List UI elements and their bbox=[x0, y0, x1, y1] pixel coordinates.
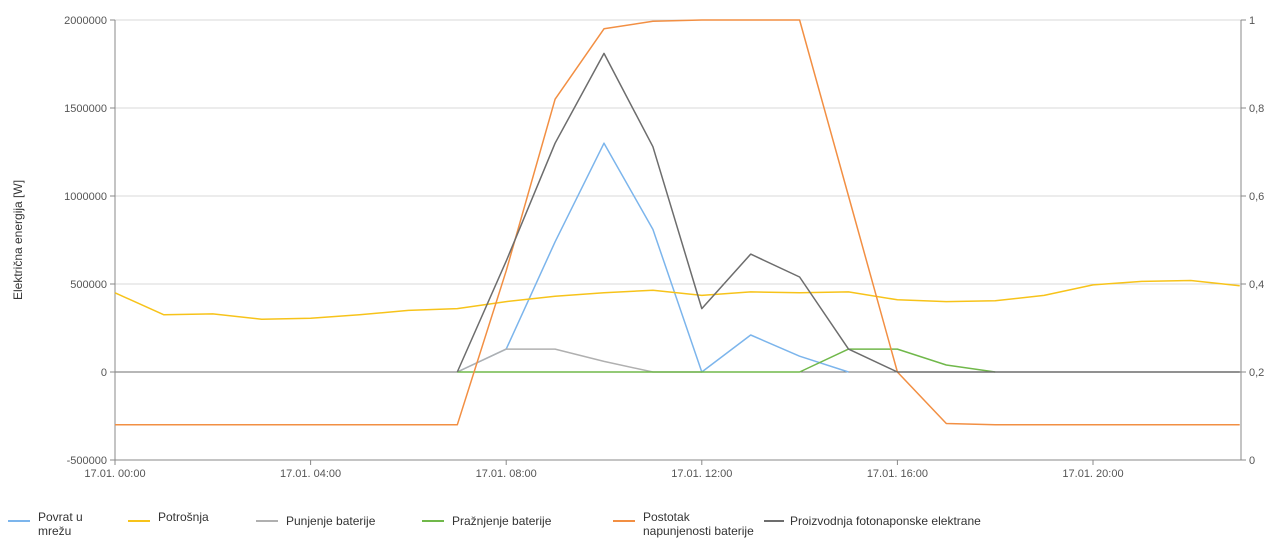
y-tick-label: 1000000 bbox=[64, 191, 107, 203]
legend-swatch-potrosnja bbox=[128, 520, 150, 522]
legend-label-line: napunjenosti baterije bbox=[643, 524, 754, 538]
chart-legend: Povrat u mrežu Potrošnja Punjenje bateri… bbox=[0, 510, 1281, 548]
legend-label: Pražnjenje baterije bbox=[452, 514, 552, 528]
legend-label: Povrat u mrežu bbox=[38, 510, 83, 538]
legend-swatch-praznjenje bbox=[422, 520, 444, 522]
x-tick-label: 17.01. 08:00 bbox=[476, 468, 537, 480]
legend-item-praznjenje-baterije[interactable]: Pražnjenje baterije bbox=[422, 510, 551, 528]
legend-label-line: Postotak bbox=[643, 510, 690, 524]
legend-item-potrosnja[interactable]: Potrošnja bbox=[128, 510, 209, 524]
x-tick-label: 17.01. 12:00 bbox=[671, 468, 732, 480]
series-line-potro-nja bbox=[114, 279, 1240, 320]
x-tick-label: 17.01. 04:00 bbox=[280, 468, 341, 480]
legend-item-postotak-napunjenosti[interactable]: Postotak napunjenosti baterije bbox=[613, 510, 754, 538]
legend-item-punjenje-baterije[interactable]: Punjenje baterije bbox=[256, 510, 375, 528]
legend-label: Proizvodnja fotonaponske elektrane bbox=[790, 514, 981, 528]
y2-tick-label: 0 bbox=[1249, 455, 1255, 467]
y2-tick-label: 0,8 bbox=[1249, 103, 1264, 115]
legend-swatch-povrat bbox=[8, 520, 30, 522]
line-chart: -500000 0 500000 1000000 1500000 2000000 0 0,2 0… bbox=[11, 15, 1264, 480]
y2-tick-label: 0,2 bbox=[1249, 367, 1264, 379]
grid-lines bbox=[115, 19, 1241, 461]
series-line-pra-njenje-baterije bbox=[457, 348, 996, 373]
legend-label-line: mrežu bbox=[38, 524, 72, 538]
y-tick-label: -500000 bbox=[67, 455, 107, 467]
y-axis-title: Električna energija [W] bbox=[11, 180, 25, 300]
y-tick-label: 1500000 bbox=[64, 103, 107, 115]
legend-swatch-postotak bbox=[613, 520, 635, 522]
y-tick-label: 2000000 bbox=[64, 15, 107, 27]
series-line-povrat-u-mre-u bbox=[456, 142, 849, 373]
y2-tick-label: 1 bbox=[1249, 15, 1255, 27]
series-line-postotak-napunjenosti-baterije bbox=[115, 19, 1240, 426]
legend-label: Potrošnja bbox=[158, 510, 209, 524]
y-tick-label: 500000 bbox=[70, 279, 107, 291]
axes: -500000 0 500000 1000000 1500000 2000000 0 0,2 0… bbox=[64, 15, 1264, 480]
legend-label-line: Povrat u bbox=[38, 510, 83, 524]
series-line-punjenje-baterije bbox=[456, 348, 702, 373]
x-tick-label: 17.01. 00:00 bbox=[84, 468, 145, 480]
x-tick-label: 17.01. 16:00 bbox=[867, 468, 928, 480]
series-lines bbox=[114, 19, 1240, 426]
y2-tick-label: 0,6 bbox=[1249, 191, 1264, 203]
legend-label: Postotak napunjenosti baterije bbox=[643, 510, 754, 538]
x-tick-label: 17.01. 20:00 bbox=[1062, 468, 1123, 480]
y-tick-label: 0 bbox=[101, 367, 107, 379]
legend-label: Punjenje baterije bbox=[286, 514, 376, 528]
y2-tick-label: 0,4 bbox=[1249, 279, 1264, 291]
legend-swatch-punjenje bbox=[256, 520, 278, 522]
legend-item-proizvodnja-fne[interactable]: Proizvodnja fotonaponske elektrane bbox=[764, 510, 981, 528]
legend-item-povrat-u-mrezu[interactable]: Povrat u mrežu bbox=[8, 510, 83, 538]
legend-swatch-proizvodnja bbox=[764, 520, 784, 522]
series-line-proizvodnja-fotonaponske-elektrane bbox=[456, 52, 1240, 373]
